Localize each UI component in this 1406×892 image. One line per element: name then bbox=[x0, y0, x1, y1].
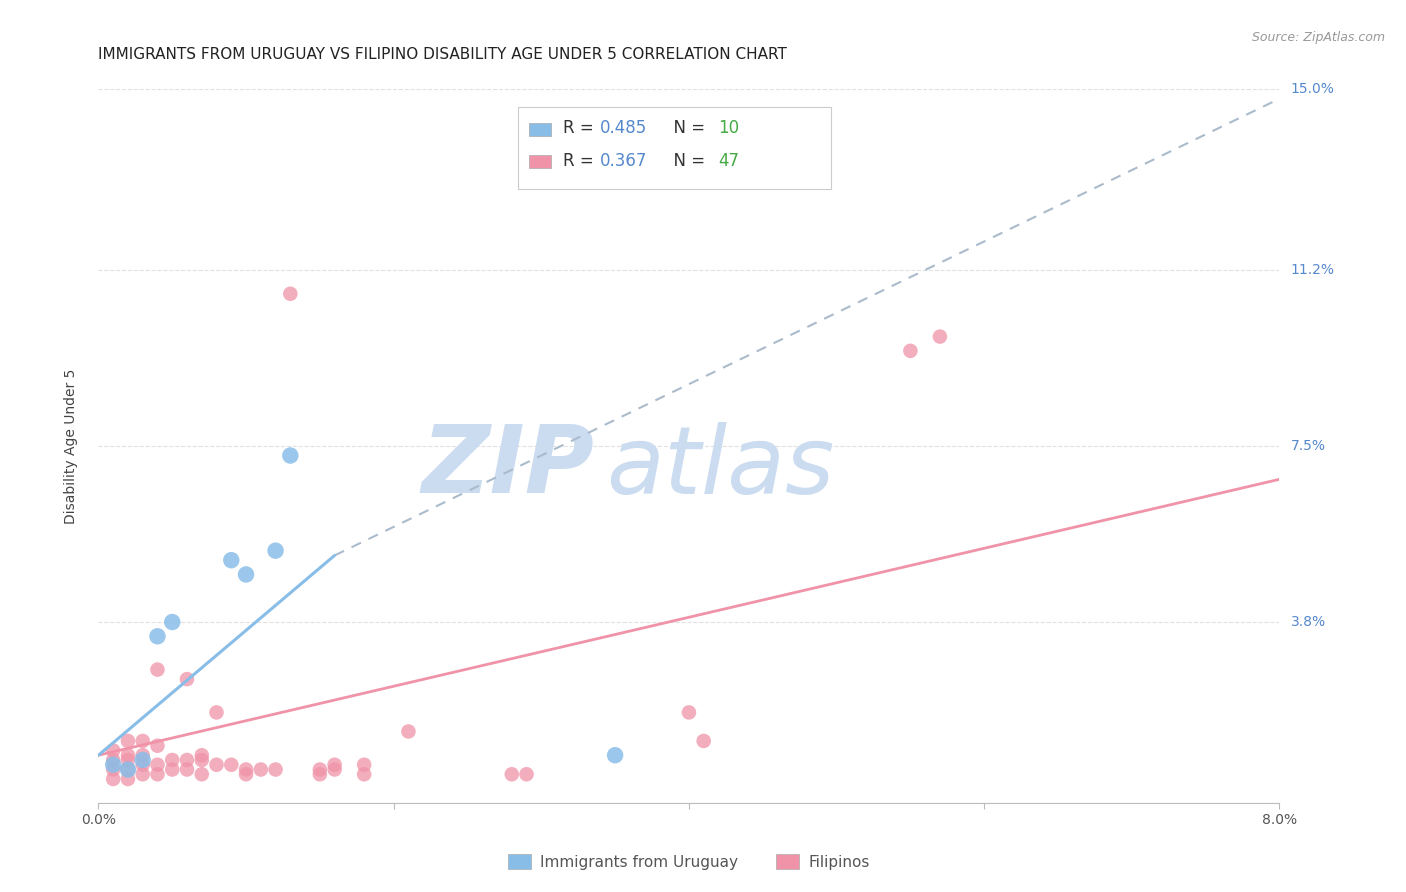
Point bbox=[501, 767, 523, 781]
Point bbox=[693, 734, 716, 748]
Point bbox=[146, 739, 169, 753]
Point bbox=[103, 772, 124, 786]
Point bbox=[898, 343, 921, 358]
Text: 0.485: 0.485 bbox=[600, 120, 648, 137]
Point bbox=[146, 767, 169, 781]
Text: 7.5%: 7.5% bbox=[1291, 439, 1326, 453]
Point bbox=[117, 748, 139, 763]
Text: 3.8%: 3.8% bbox=[1291, 615, 1326, 629]
Point bbox=[146, 629, 169, 643]
Point bbox=[162, 753, 183, 767]
Point bbox=[103, 763, 124, 777]
Point bbox=[117, 763, 139, 777]
Point bbox=[132, 748, 155, 763]
Point bbox=[308, 767, 332, 781]
Point bbox=[396, 724, 419, 739]
Point bbox=[605, 748, 627, 763]
Text: 15.0%: 15.0% bbox=[1291, 82, 1334, 96]
Point bbox=[219, 553, 242, 567]
Text: R =: R = bbox=[562, 152, 599, 169]
Point bbox=[103, 753, 124, 767]
Text: 11.2%: 11.2% bbox=[1291, 263, 1334, 277]
Text: IMMIGRANTS FROM URUGUAY VS FILIPINO DISABILITY AGE UNDER 5 CORRELATION CHART: IMMIGRANTS FROM URUGUAY VS FILIPINO DISA… bbox=[98, 47, 787, 62]
Point bbox=[132, 734, 155, 748]
Point bbox=[264, 763, 287, 777]
Point bbox=[117, 753, 139, 767]
Point bbox=[235, 567, 257, 582]
Text: R =: R = bbox=[562, 120, 599, 137]
Text: Source: ZipAtlas.com: Source: ZipAtlas.com bbox=[1251, 31, 1385, 45]
Point bbox=[323, 763, 346, 777]
FancyBboxPatch shape bbox=[530, 155, 551, 168]
Point bbox=[146, 757, 169, 772]
Point bbox=[117, 763, 139, 777]
Point bbox=[117, 734, 139, 748]
Point bbox=[162, 615, 183, 629]
Point bbox=[323, 757, 346, 772]
Text: N =: N = bbox=[664, 120, 710, 137]
Point bbox=[205, 706, 228, 720]
Point bbox=[176, 753, 198, 767]
Point bbox=[191, 767, 214, 781]
Point bbox=[191, 753, 214, 767]
Point bbox=[205, 757, 228, 772]
Point bbox=[176, 763, 198, 777]
Point bbox=[353, 757, 375, 772]
Legend: Immigrants from Uruguay, Filipinos: Immigrants from Uruguay, Filipinos bbox=[501, 847, 877, 877]
Point bbox=[353, 767, 375, 781]
Point bbox=[515, 767, 537, 781]
Text: 10: 10 bbox=[718, 120, 740, 137]
Point bbox=[678, 706, 700, 720]
Point bbox=[132, 757, 155, 772]
Point bbox=[235, 767, 257, 781]
Point bbox=[250, 763, 273, 777]
Point bbox=[278, 449, 301, 463]
Text: 0.367: 0.367 bbox=[600, 152, 648, 169]
Point bbox=[928, 329, 950, 343]
Point bbox=[146, 663, 169, 677]
Point bbox=[103, 743, 124, 757]
Point bbox=[103, 757, 124, 772]
Text: ZIP: ZIP bbox=[422, 421, 595, 514]
FancyBboxPatch shape bbox=[530, 123, 551, 136]
Point bbox=[235, 763, 257, 777]
Y-axis label: Disability Age Under 5: Disability Age Under 5 bbox=[63, 368, 77, 524]
FancyBboxPatch shape bbox=[517, 107, 831, 189]
Point bbox=[308, 763, 332, 777]
Point bbox=[117, 772, 139, 786]
Point bbox=[162, 763, 183, 777]
Text: N =: N = bbox=[664, 152, 710, 169]
Point bbox=[132, 767, 155, 781]
Point bbox=[219, 757, 242, 772]
Point bbox=[176, 672, 198, 686]
Point bbox=[191, 748, 214, 763]
Point bbox=[132, 753, 155, 767]
Text: atlas: atlas bbox=[606, 422, 835, 513]
Text: 47: 47 bbox=[718, 152, 740, 169]
Point bbox=[264, 543, 287, 558]
Point bbox=[278, 286, 301, 301]
